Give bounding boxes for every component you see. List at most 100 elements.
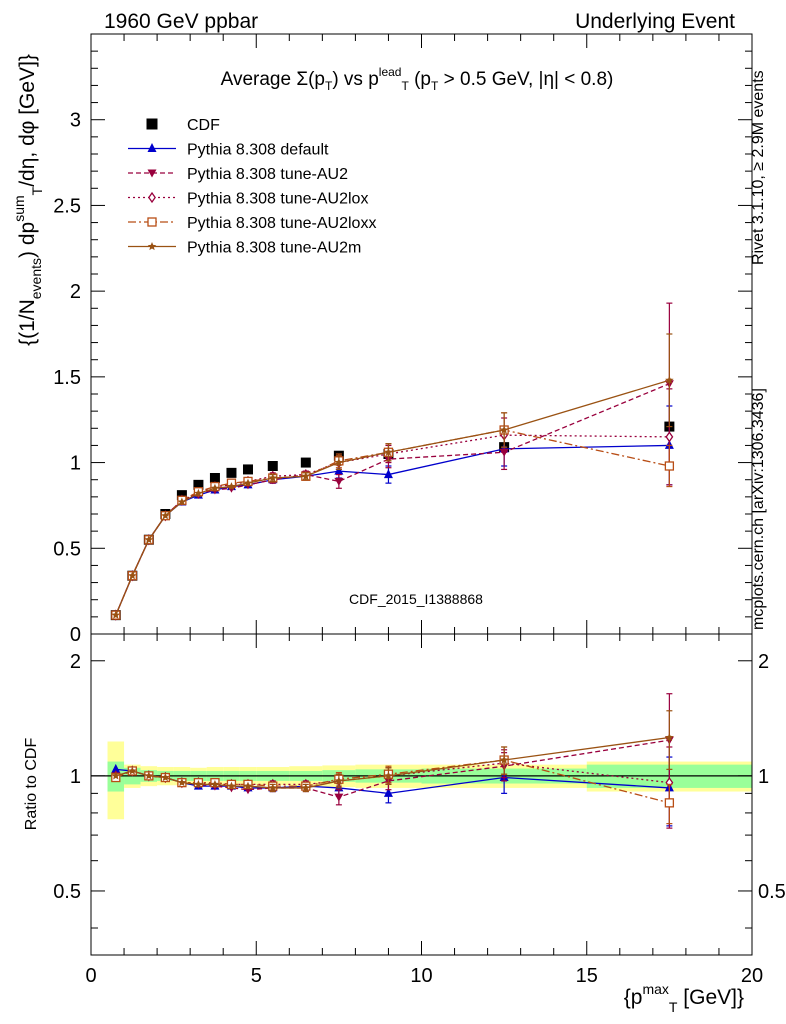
x-tick-label: 0 bbox=[85, 965, 96, 987]
label-part: {(1/N bbox=[16, 299, 39, 346]
marker-star bbox=[194, 779, 203, 789]
label-part: max bbox=[642, 981, 668, 997]
marker-star bbox=[227, 482, 236, 491]
label-part: T bbox=[325, 79, 333, 93]
x-tick-label: 5 bbox=[251, 965, 262, 987]
series-pythia-8-308-tune-au2m bbox=[111, 333, 674, 619]
legend-label: CDF bbox=[187, 117, 220, 134]
legend-entry: Pythia 8.308 tune-AU2 bbox=[128, 166, 348, 183]
marker-star bbox=[111, 771, 121, 780]
header-right: Underlying Event bbox=[575, 10, 735, 33]
legend-label: Pythia 8.308 default bbox=[187, 142, 329, 159]
marker-star bbox=[161, 511, 170, 520]
ratio-y-tick-label-right: 1 bbox=[758, 766, 769, 788]
series-pythia-8-308-tune-au2 bbox=[111, 302, 674, 620]
marker-star bbox=[384, 771, 393, 780]
marker-star bbox=[144, 771, 154, 780]
legend-label: Pythia 8.308 tune-AU2m bbox=[187, 240, 361, 257]
label-part: {p bbox=[624, 986, 643, 1009]
legend-label: Pythia 8.308 tune-AU2loxx bbox=[187, 215, 376, 232]
x-tick-label: 20 bbox=[741, 965, 763, 987]
marker-star bbox=[268, 783, 278, 792]
ratio-frame bbox=[90, 633, 753, 956]
marker-star bbox=[194, 488, 203, 498]
legend-entry: CDF bbox=[146, 117, 220, 134]
series-line bbox=[115, 383, 670, 616]
marker-square bbox=[146, 118, 158, 130]
marker-star bbox=[243, 781, 253, 790]
marker-square bbox=[300, 457, 311, 468]
marker-star bbox=[147, 242, 157, 251]
marker-star bbox=[227, 781, 236, 790]
label-part: > 0.5 GeV, |η| < 0.8) bbox=[438, 69, 613, 90]
marker-triangle-down bbox=[334, 793, 344, 802]
marker-open-square bbox=[664, 798, 675, 808]
ratio-y-tick-label: 1 bbox=[70, 766, 81, 788]
x-axis-label: {pmaxT [GeV]} bbox=[624, 981, 744, 1015]
main-panel: 0 0.5 1 1.5 2 2.5 3 bbox=[53, 33, 753, 646]
marker-triangle-down bbox=[147, 169, 157, 178]
legend-label: Pythia 8.308 tune-AU2lox bbox=[187, 191, 368, 208]
label-part: ) vs p bbox=[332, 69, 378, 90]
ratio-y-tick-label-right: 0.5 bbox=[758, 881, 786, 903]
y-tick-label: 0 bbox=[70, 624, 81, 646]
label-part: T bbox=[431, 79, 439, 93]
series-line bbox=[115, 434, 670, 616]
label-part: T bbox=[669, 999, 678, 1015]
marker-star bbox=[210, 483, 220, 492]
marker-triangle-up bbox=[383, 787, 393, 797]
ratio-y-axis-label: Ratio to CDF bbox=[23, 738, 40, 831]
label-part: Ratio to CDF bbox=[23, 738, 40, 831]
header-left: 1960 GeV ppbar bbox=[104, 10, 258, 33]
ratio-panel: 0 5 10 15 20 0.5 0.5 1 1 2 2 bbox=[53, 633, 786, 987]
series-pythia-8-308-tune-au2loxx bbox=[111, 412, 675, 620]
marker-star bbox=[161, 773, 170, 782]
marker-star bbox=[243, 478, 253, 487]
marker-square bbox=[209, 473, 220, 483]
legend-entry: Pythia 8.308 tune-AU2loxx bbox=[128, 215, 376, 232]
rivet-label: Rivet 3.1.10, ≥ 2.9M events bbox=[750, 70, 767, 265]
marker-open-diamond bbox=[665, 431, 674, 443]
marker-open-diamond bbox=[148, 191, 156, 204]
label-part: /dη, dφ [GeV]} bbox=[16, 54, 39, 187]
label-part: Average bbox=[221, 69, 297, 90]
series-pythia-8-308-tune-au2m-ratio bbox=[111, 710, 674, 793]
marker-open-square bbox=[147, 217, 157, 227]
marker-star bbox=[301, 471, 311, 480]
y-tick-label: 2 bbox=[70, 281, 81, 303]
marker-star bbox=[128, 571, 137, 580]
label-part: lead bbox=[379, 65, 402, 79]
label-part: Σ(p bbox=[296, 69, 325, 90]
marker-square bbox=[267, 461, 278, 471]
series-pythia-8-308-tune-au2lox bbox=[111, 388, 674, 621]
x-tick-label: 15 bbox=[576, 965, 598, 987]
marker-star bbox=[384, 447, 393, 456]
marker-star bbox=[665, 375, 674, 384]
marker-star bbox=[177, 497, 187, 506]
label-part: [GeV]} bbox=[677, 986, 744, 1009]
y-tick-label: 1 bbox=[70, 453, 81, 475]
marker-star bbox=[334, 458, 344, 467]
marker-star bbox=[499, 755, 509, 764]
label-part: (p bbox=[409, 69, 431, 90]
marker-star bbox=[128, 766, 137, 775]
marker-star bbox=[665, 732, 674, 742]
marker-square bbox=[226, 467, 237, 478]
y-tick-label: 0.5 bbox=[53, 538, 81, 560]
marker-triangle-down bbox=[334, 477, 344, 486]
label-part: events bbox=[28, 258, 44, 299]
y-tick-label: 2.5 bbox=[53, 195, 81, 217]
y-tick-label: 3 bbox=[70, 110, 81, 132]
y-tick-label: 1.5 bbox=[53, 367, 81, 389]
marker-square bbox=[242, 464, 253, 475]
ratio-y-tick-label: 0.5 bbox=[53, 881, 81, 903]
label-part: T bbox=[401, 79, 409, 93]
label-part: sum bbox=[11, 195, 27, 221]
marker-star bbox=[111, 610, 121, 619]
legend-entry: Pythia 8.308 default bbox=[128, 142, 329, 159]
ratio-y-tick-label-right: 2 bbox=[758, 651, 769, 673]
marker-star bbox=[210, 779, 220, 789]
marker-square bbox=[193, 479, 204, 490]
marker-star bbox=[268, 473, 278, 482]
